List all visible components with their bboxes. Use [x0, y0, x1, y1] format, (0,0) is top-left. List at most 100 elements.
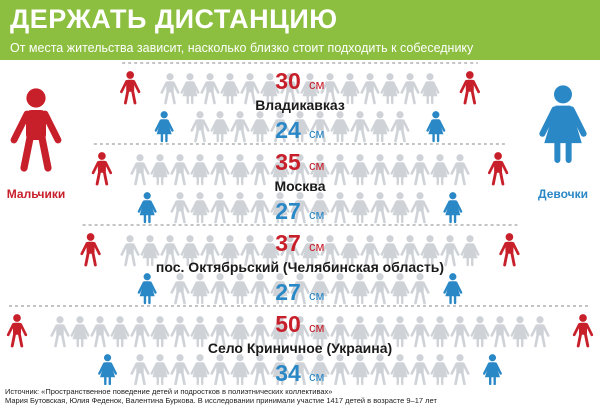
boys-unit-label: см [309, 77, 325, 92]
crowd-figure [110, 316, 130, 348]
crowd-figure [390, 111, 410, 143]
crowd-figure [140, 235, 160, 267]
crowd-figure [380, 73, 400, 105]
crowd-figure [250, 354, 270, 385]
girl-mark [443, 273, 463, 305]
crowd-figure [330, 192, 350, 224]
crowd-figure [410, 154, 430, 186]
chart-legend [10, 85, 587, 172]
crowd-figure [160, 73, 180, 105]
crowd-figure [350, 111, 370, 143]
crowd-figure [340, 235, 360, 267]
girl-mark [98, 354, 118, 385]
city-label: Москва [274, 178, 325, 194]
crowd-figure [230, 154, 250, 186]
crowd-figure [150, 354, 170, 385]
crowd-figure [240, 235, 260, 267]
crowd-figure [210, 192, 230, 224]
crowd-figure [270, 111, 290, 143]
legend-boys-label: Мальчики [7, 187, 66, 201]
crowd-figure [230, 316, 250, 348]
boys-unit-label: см [309, 158, 325, 173]
crowd-figure [170, 192, 190, 224]
crowd-figure [210, 354, 230, 385]
crowd-figure [390, 273, 410, 305]
crowd-figure [270, 316, 290, 348]
boys-value-label: 35 [275, 149, 301, 175]
boy-mark [80, 233, 101, 267]
crowd-figure [320, 235, 340, 267]
chart-marks [6, 71, 594, 385]
girls-value-label: 27 [275, 279, 301, 305]
crowd-figure [190, 273, 210, 305]
crowd-figure [90, 316, 110, 348]
crowd-figure [390, 354, 410, 385]
crowd-figure [300, 235, 320, 267]
crowd-figure [420, 73, 440, 105]
crowd-figure [420, 235, 440, 267]
crowd-figure [190, 192, 210, 224]
crowd-figure [370, 154, 390, 186]
boys-unit-label: см [309, 239, 325, 254]
crowd-figure [330, 273, 350, 305]
crowd-figure [470, 316, 490, 348]
crowd-figure [310, 154, 330, 186]
crowd-figure [450, 154, 470, 186]
crowd-figure [350, 316, 370, 348]
crowd-figure [290, 354, 310, 385]
girl-mark [482, 354, 502, 385]
crowd-figure [190, 354, 210, 385]
girls-unit-label: см [309, 369, 325, 384]
crowd-figure [430, 354, 450, 385]
girls-unit-label: см [309, 288, 325, 303]
crowd-figure [260, 235, 280, 267]
crowd-figure [250, 273, 270, 305]
crowd-figure [300, 73, 320, 105]
source-line-2: Мария Бутовская, Юлия Феденок, Валентина… [5, 396, 437, 405]
crowd-figure [310, 273, 330, 305]
source-note: Источник: «Пространственное поведение де… [5, 387, 595, 405]
crowd-figure [290, 273, 310, 305]
crowd-figure [220, 235, 240, 267]
crowd-figure [510, 316, 530, 348]
crowd-figure [190, 111, 210, 143]
crowd-figure [460, 235, 480, 267]
crowd-figure [310, 354, 330, 385]
crowd-figure [210, 154, 230, 186]
crowd-figure [450, 316, 470, 348]
header-banner: ДЕРЖАТЬ ДИСТАНЦИЮ От места жительства за… [0, 0, 600, 60]
crowd-figure [390, 192, 410, 224]
crowd-figure [380, 235, 400, 267]
crowd-figure [180, 73, 200, 105]
girl-mark [154, 111, 174, 143]
boy-mark [459, 71, 480, 105]
girls-value-label: 27 [275, 198, 301, 224]
page-subtitle: От места жительства зависит, насколько б… [10, 41, 474, 55]
crowd-figure [290, 154, 310, 186]
crowd-figure [230, 273, 250, 305]
boy-mark [6, 314, 28, 348]
crowd-figure [170, 316, 190, 348]
crowd-figure [250, 316, 270, 348]
crowd-figure [290, 111, 310, 143]
crowd-figure [530, 316, 550, 348]
legend-girls-label: Девочки [538, 187, 588, 201]
crowd-figure [70, 316, 90, 348]
crowd-figure [230, 354, 250, 385]
crowd-figure [250, 111, 270, 143]
boys-legend-icon [10, 88, 62, 172]
boys-unit-label: см [309, 320, 325, 335]
crowd-figure [250, 154, 270, 186]
crowd-figure [400, 235, 420, 267]
chart-labels: Мальчики Девочки 30 см Владикавказ 24 см 35 см Мо… [7, 68, 588, 385]
crowd-figure [430, 154, 450, 186]
crowd-figure [340, 73, 360, 105]
boy-mark [499, 233, 520, 267]
crowd-figure [250, 192, 270, 224]
crowd-figure [210, 273, 230, 305]
crowd-figure [150, 316, 170, 348]
chart-dividers [9, 62, 591, 307]
boys-value-label: 37 [275, 230, 301, 256]
crowd-figure [270, 154, 290, 186]
boys-value-label: 30 [275, 68, 301, 94]
